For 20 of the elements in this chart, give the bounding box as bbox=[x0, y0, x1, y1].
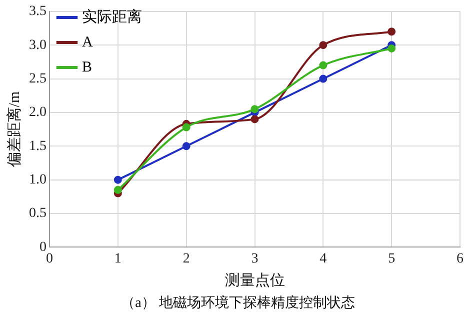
y-tick-label: 0.5 bbox=[29, 206, 46, 222]
y-tick-label: 1.5 bbox=[29, 138, 46, 154]
x-tick-label: 2 bbox=[182, 251, 190, 266]
legend-label: 实际距离 bbox=[82, 8, 142, 26]
x-tick-label: 1 bbox=[114, 251, 122, 266]
y-tick-label: 2.0 bbox=[29, 105, 46, 120]
x-tick-label: 3 bbox=[251, 251, 258, 266]
x-axis-title: 测量点位 bbox=[224, 272, 285, 289]
text: （a） 地磁场环境下探棒精度控制状态 bbox=[120, 294, 356, 312]
legend-label: B bbox=[82, 59, 92, 76]
y-tick-label: 3.0 bbox=[29, 38, 46, 53]
y-tick-label: 3.5 bbox=[29, 4, 46, 20]
legend-label: A bbox=[82, 34, 93, 50]
y-tick-label: 1.0 bbox=[29, 172, 46, 188]
y-tick-label: 0 bbox=[40, 240, 46, 255]
x-tick-label: 5 bbox=[388, 251, 396, 266]
y-tick-label: 2.5 bbox=[29, 71, 46, 86]
y-axis-title: 偏差距离/m bbox=[6, 91, 23, 168]
x-tick-label: 4 bbox=[320, 251, 327, 266]
x-tick-label: 6 bbox=[456, 251, 464, 266]
